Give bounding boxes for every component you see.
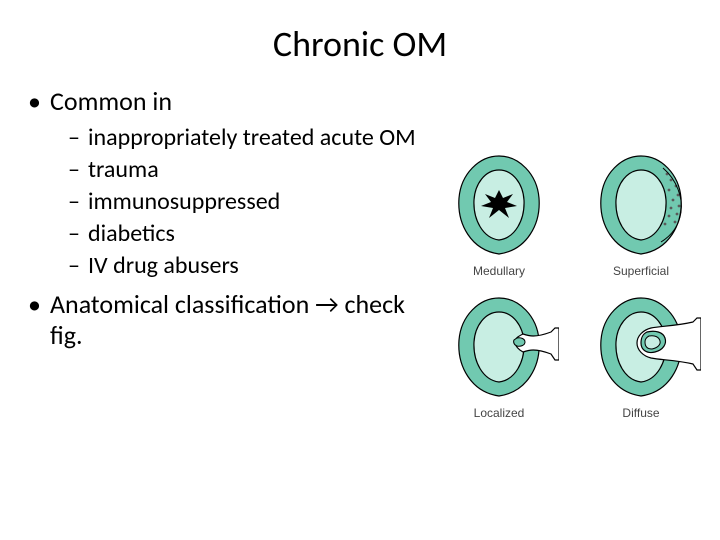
figure-grid: Medullary Superficial Localized <box>430 150 710 420</box>
fig-medullary: Medullary <box>435 150 563 278</box>
fig-label: Diffuse <box>622 406 659 420</box>
sub-bullet: diabetics <box>28 219 420 249</box>
localized-icon <box>439 292 559 402</box>
text-content: Common in inappropriately treated acute … <box>0 86 430 352</box>
bullet-anatomical: Anatomical classification → check fig. <box>28 289 420 351</box>
sub-bullet: trauma <box>28 155 420 185</box>
fig-label: Localized <box>474 406 525 420</box>
fig-localized: Localized <box>435 292 563 420</box>
fig-superficial: Superficial <box>577 150 705 278</box>
page-title: Chronic OM <box>0 0 720 86</box>
fig-label: Medullary <box>473 264 525 278</box>
fig-diffuse: Diffuse <box>577 292 705 420</box>
diffuse-icon <box>581 292 701 402</box>
medullary-icon <box>439 150 559 260</box>
sub-bullet: inappropriately treated acute OM <box>28 123 420 153</box>
sub-bullet: IV drug abusers <box>28 251 420 281</box>
superficial-icon <box>581 150 701 260</box>
bullet-common-in: Common in <box>28 86 420 117</box>
fig-label: Superficial <box>613 264 669 278</box>
sub-bullet: immunosuppressed <box>28 187 420 217</box>
